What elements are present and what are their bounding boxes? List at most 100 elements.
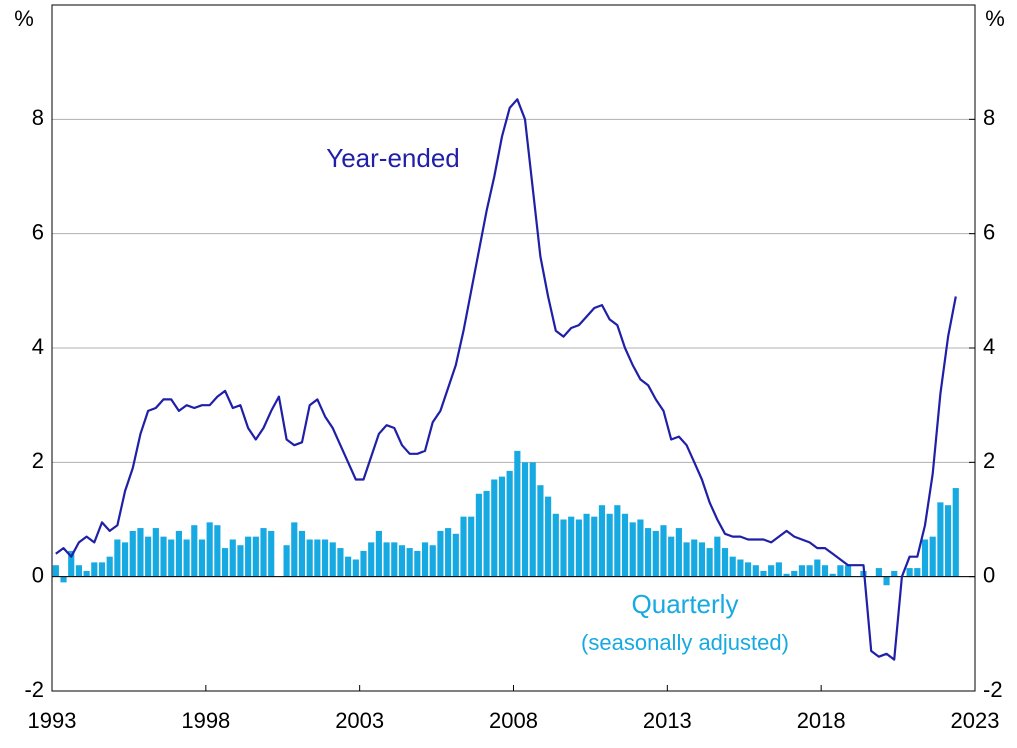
bar [629,522,636,577]
plot-frame [51,4,976,692]
bar [83,570,90,577]
x-tick-label: 2008 [489,708,538,733]
y2-tick-label: -2 [983,677,1003,702]
bar [445,528,452,577]
bar [521,462,529,577]
bar [729,556,736,577]
bar [406,548,413,577]
bar [668,536,675,577]
bar [614,505,621,577]
x-tick-label: 1998 [181,708,230,733]
bar [945,505,952,577]
bar [745,562,752,577]
bar [783,573,790,577]
bar [68,550,75,577]
bar [306,539,313,577]
bar [845,565,852,577]
bar [552,513,559,577]
x-tick-label: 2023 [951,708,1000,733]
bar [337,548,344,577]
bar [106,556,113,577]
bar [491,479,498,577]
bar [721,548,729,577]
bar [806,565,813,577]
y2-tick-label: 6 [983,219,995,244]
bar [421,542,429,577]
bar [152,528,159,577]
bar [514,450,521,577]
bar [906,568,913,577]
bar [752,565,759,577]
bar [698,542,706,577]
bar [437,530,444,577]
bar [568,516,575,577]
bar [114,539,121,577]
bar [298,530,306,577]
bar [529,462,536,577]
bar [321,539,329,577]
bar [545,496,552,577]
bar [775,562,782,577]
bar [952,488,959,577]
bar [821,565,829,577]
bar [429,545,436,577]
y-unit-left: % [14,6,34,31]
bar [875,568,882,577]
bar [829,573,836,577]
bar [660,525,667,577]
bar [414,550,421,577]
bar [675,528,682,577]
bar [237,545,244,577]
annotation: Quarterly [632,589,739,619]
bar [329,542,336,577]
x-tick-label: 2018 [797,708,846,733]
y2-tick-label: 0 [983,562,995,587]
bar [560,519,567,577]
bar [206,522,213,577]
bar [583,513,590,577]
bar [252,536,259,577]
bar [837,565,844,577]
bar [91,562,98,577]
bar [214,525,221,577]
bar [652,530,659,577]
bar [198,539,206,577]
bar [283,545,290,577]
y-tick-label: 8 [32,105,44,130]
bar [929,536,936,577]
annotation: (seasonally adjusted) [581,630,789,655]
bar [168,539,175,577]
bar [314,539,321,577]
y-tick-label: 4 [32,334,44,359]
bar [175,530,182,577]
bar [129,530,136,577]
bar [352,559,359,577]
bar [914,568,921,577]
bar [368,542,375,577]
bar [506,470,513,577]
bar [798,565,806,577]
bar [460,516,467,577]
bar [883,576,890,586]
bar [591,516,598,577]
x-tick-label: 2013 [643,708,692,733]
bar [483,490,490,577]
bar [98,562,106,577]
bar [768,565,775,577]
bar [360,550,367,577]
x-tick-label: 1993 [28,708,77,733]
y2-tick-label: 2 [983,448,995,473]
bar [683,542,690,577]
bar [498,476,506,577]
bar [145,536,152,577]
bar [706,548,713,577]
y-tick-label: 2 [32,448,44,473]
bar [691,539,698,577]
bar [383,542,390,577]
bar [183,539,190,577]
y-tick-label: 0 [32,562,44,587]
x-tick-label: 2003 [335,708,384,733]
bar [121,542,129,577]
bar [345,556,352,577]
